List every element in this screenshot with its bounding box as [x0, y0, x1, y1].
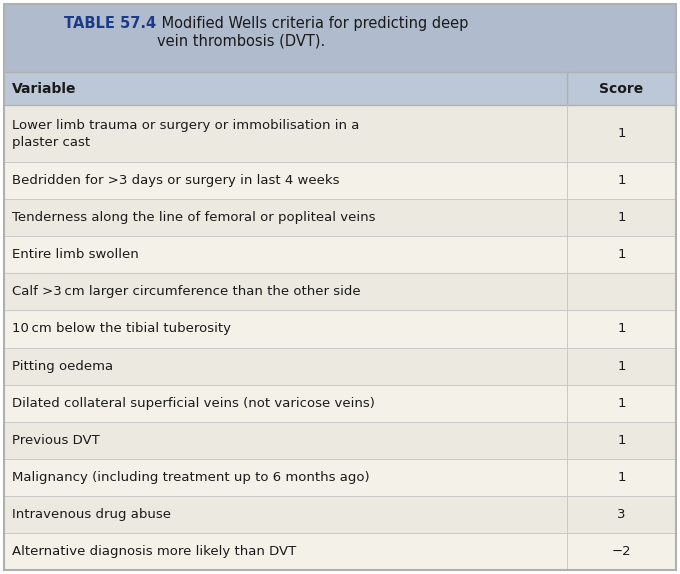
Text: 1: 1 [617, 211, 626, 224]
Text: Entire limb swollen: Entire limb swollen [12, 249, 139, 261]
Bar [4, 273, 676, 311]
Text: 1: 1 [617, 127, 626, 140]
Text: 3: 3 [617, 508, 626, 521]
Text: −2: −2 [612, 545, 632, 558]
Text: Malignancy (including treatment up to 6 months ago): Malignancy (including treatment up to 6 … [12, 471, 370, 484]
Text: TABLE 57.4: TABLE 57.4 [65, 16, 156, 32]
Bar [4, 236, 676, 273]
Text: Pitting oedema: Pitting oedema [12, 359, 113, 373]
Bar [4, 72, 676, 106]
Text: 1: 1 [617, 359, 626, 373]
Text: Dilated collateral superficial veins (not varicose veins): Dilated collateral superficial veins (no… [12, 397, 375, 410]
Text: Calf >3 cm larger circumference than the other side: Calf >3 cm larger circumference than the… [12, 285, 360, 298]
Bar [4, 199, 676, 236]
Text: Variable: Variable [12, 82, 76, 96]
Text: Lower limb trauma or surgery or immobilisation in a
plaster cast: Lower limb trauma or surgery or immobili… [12, 119, 359, 149]
Text: 1: 1 [617, 434, 626, 447]
Bar [4, 162, 676, 199]
Bar [4, 496, 676, 533]
Text: 1: 1 [617, 397, 626, 410]
Text: Intravenous drug abuse: Intravenous drug abuse [12, 508, 171, 521]
Text: Score: Score [600, 82, 644, 96]
Text: 1: 1 [617, 174, 626, 187]
Text: 1: 1 [617, 249, 626, 261]
Bar [4, 311, 676, 347]
Bar [4, 4, 676, 72]
Text: Bedridden for >3 days or surgery in last 4 weeks: Bedridden for >3 days or surgery in last… [12, 174, 339, 187]
Text: Previous DVT: Previous DVT [12, 434, 100, 447]
Bar [4, 422, 676, 459]
Bar [4, 385, 676, 422]
Text: Alternative diagnosis more likely than DVT: Alternative diagnosis more likely than D… [12, 545, 296, 558]
Text: Tenderness along the line of femoral or popliteal veins: Tenderness along the line of femoral or … [12, 211, 375, 224]
Text: Modified Wells criteria for predicting deep
vein thrombosis (DVT).: Modified Wells criteria for predicting d… [156, 16, 468, 49]
Bar [4, 459, 676, 496]
Text: 1: 1 [617, 471, 626, 484]
Bar [4, 533, 676, 570]
Bar [4, 106, 676, 162]
Bar [4, 347, 676, 385]
Text: 1: 1 [617, 323, 626, 335]
Text: 10 cm below the tibial tuberosity: 10 cm below the tibial tuberosity [12, 323, 231, 335]
